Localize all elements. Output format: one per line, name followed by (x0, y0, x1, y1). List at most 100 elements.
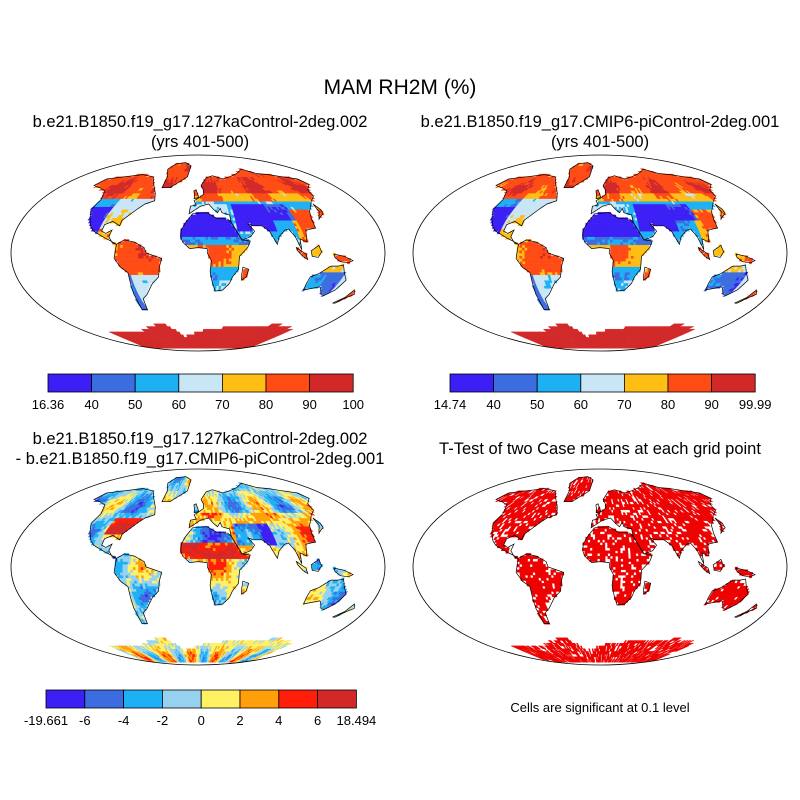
grid-cell (132, 255, 137, 259)
grid-cell (228, 250, 233, 254)
grid-cell (615, 263, 619, 267)
grid-cell (138, 250, 142, 254)
grid-cell (214, 225, 218, 229)
grid-cell (187, 230, 191, 235)
grid-cell (236, 250, 240, 254)
grid-cell (233, 260, 237, 265)
colorbar-box (134, 373, 180, 393)
grid-cell (120, 244, 124, 248)
grid-cell (210, 241, 214, 246)
grid-cell (218, 241, 222, 246)
grid-cell (217, 233, 222, 237)
grid-cell (226, 279, 230, 284)
grid-cell (213, 263, 217, 267)
grid-cell (221, 247, 225, 251)
grid-cell (231, 252, 235, 256)
grid-cell (140, 247, 144, 251)
grid-cell (197, 201, 201, 205)
panel1-title: b.e21.B1850.f19_g17.127kaControl-2deg.00… (0, 112, 400, 152)
grid-cell (200, 241, 204, 246)
grid-cell (205, 244, 209, 248)
grid-cell (630, 263, 634, 267)
grid-cell (635, 260, 639, 265)
grid-cell (192, 244, 196, 248)
grid-cell (625, 260, 629, 265)
grid-cell (231, 255, 235, 259)
grid-cell (122, 255, 126, 259)
grid-cell (210, 233, 214, 237)
grid-cell (225, 239, 230, 243)
panel2-title-line2: (yrs 401-500) (550, 133, 650, 151)
grid-cell (226, 255, 230, 259)
grid-cell (614, 274, 618, 278)
grid-cell (208, 247, 212, 251)
grid-cell (236, 241, 240, 246)
grid-cell (218, 244, 222, 248)
grid-cell (146, 260, 150, 265)
grid-cell (125, 247, 129, 251)
grid-cell (205, 233, 209, 237)
grid-cell (220, 258, 225, 262)
grid-cell (223, 252, 227, 256)
grid-cell (231, 247, 235, 251)
figure-title: MAM RH2M (%) (323, 76, 477, 99)
grid-cell (550, 258, 554, 262)
grid-cell (233, 263, 237, 267)
grid-cell (195, 225, 199, 229)
grid-cell (632, 266, 636, 270)
grid-cell (625, 263, 629, 267)
grid-cell (553, 258, 557, 262)
grid-cell (226, 241, 230, 246)
grid-cell (182, 228, 186, 232)
colorbar-label: 80 (259, 397, 273, 412)
grid-cell (197, 214, 201, 218)
grid-cell (195, 220, 199, 224)
grid-cell (122, 247, 126, 251)
grid-cell (195, 241, 199, 246)
grid-cell (204, 217, 208, 221)
grid-cell (615, 260, 619, 265)
grid-cell (200, 236, 204, 240)
grid-cell (135, 244, 139, 248)
grid-cell (181, 334, 185, 338)
grid-cell (210, 266, 214, 270)
grid-cell (197, 222, 201, 227)
grid-cell (220, 244, 225, 248)
grid-cell (228, 255, 232, 259)
grid-cell (197, 198, 201, 202)
colorbar-box (309, 373, 354, 393)
grid-cell (620, 260, 624, 265)
grid-cell (217, 271, 221, 276)
grid-cell (125, 250, 129, 254)
grid-cell (617, 269, 621, 273)
grid-cell (622, 260, 627, 265)
grid-cell (207, 228, 211, 232)
grid-cell (200, 239, 204, 243)
grid-cell (555, 258, 559, 262)
grid-cell (337, 255, 341, 259)
grid-cell (221, 250, 225, 254)
grid-cell (195, 214, 199, 218)
grid-cell (192, 225, 196, 229)
grid-cell (218, 266, 222, 270)
grid-cell (127, 244, 132, 248)
colorbar-box (91, 373, 136, 393)
grid-cell (200, 225, 204, 229)
grid-cell (135, 258, 139, 262)
grid-cell (212, 230, 216, 235)
grid-cell (614, 271, 618, 276)
grid-cell (204, 220, 208, 224)
grid-cell (230, 236, 234, 240)
grid-cell (205, 225, 209, 229)
panel1-colorbar: 16.36 40 50 60 70 80 90 100 (30, 373, 375, 414)
grid-cell (231, 244, 235, 248)
grid-cell (209, 220, 213, 224)
grid-cell (524, 258, 528, 262)
grid-cell (213, 244, 217, 248)
grid-cell (555, 260, 560, 265)
grid-cell (190, 222, 194, 227)
grid-cell (215, 255, 220, 259)
grid-cell (192, 222, 196, 227)
grid-cell (205, 241, 209, 246)
grid-cell (625, 258, 629, 262)
